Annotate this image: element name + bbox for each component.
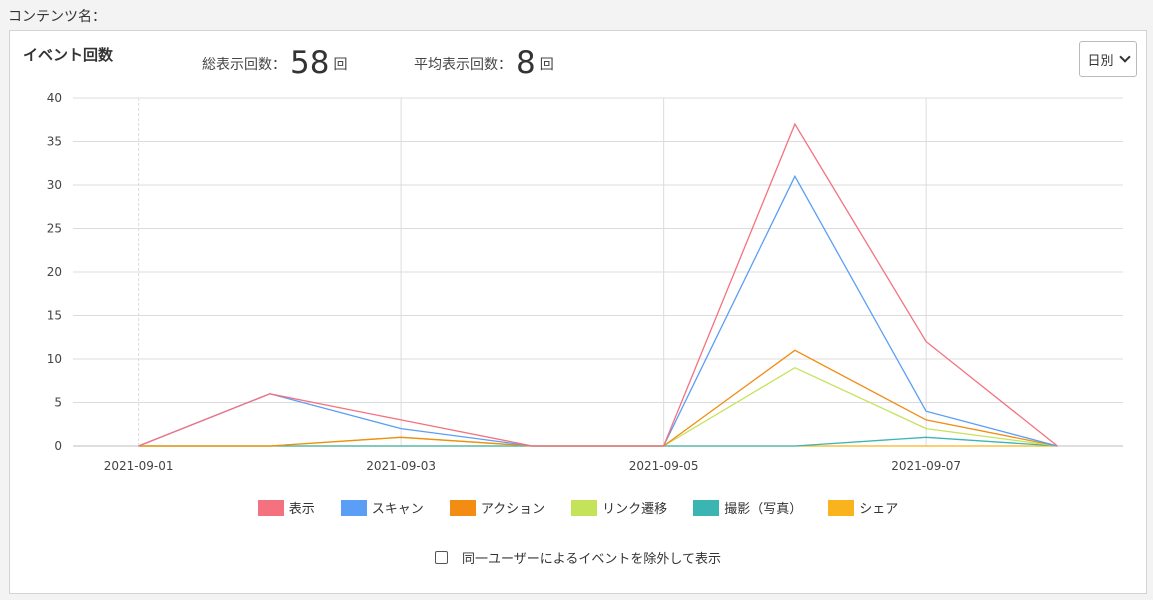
average-views-unit: 回 bbox=[539, 57, 554, 73]
series-line bbox=[138, 122, 1058, 447]
exclude-same-user-checkbox[interactable] bbox=[435, 551, 449, 564]
average-views-label: 平均表示回数： bbox=[414, 57, 512, 73]
period-select[interactable]: 日別 bbox=[1079, 41, 1137, 77]
legend-item[interactable]: シェア bbox=[828, 498, 898, 517]
y-tick-label: 5 bbox=[54, 396, 62, 410]
y-tick-label: 15 bbox=[47, 309, 62, 323]
y-tick-label: 25 bbox=[47, 222, 62, 236]
event-count-panel: イベント回数 総表示回数： 58 回 平均表示回数： 8 回 日別 0 5 10 15 20 25… bbox=[9, 30, 1147, 594]
chart-legend: 表示 スキャン アクション リンク遷移 撮影（写真） シェア bbox=[10, 498, 1146, 517]
x-tick-label: 2021-09-05 bbox=[629, 459, 699, 471]
exclude-same-user-label: 同一ユーザーによるイベントを除外して表示 bbox=[462, 552, 721, 567]
legend-swatch bbox=[693, 499, 720, 516]
legend-item[interactable]: 表示 bbox=[257, 498, 315, 517]
y-tick-label: 10 bbox=[47, 352, 62, 366]
total-views-label: 総表示回数： bbox=[202, 57, 286, 73]
y-tick-label: 20 bbox=[47, 265, 62, 279]
average-views-stat: 平均表示回数： 8 回 bbox=[414, 45, 554, 81]
total-views-stat: 総表示回数： 58 回 bbox=[202, 45, 347, 81]
total-views-value: 58 bbox=[290, 45, 330, 81]
y-tick-label: 30 bbox=[47, 178, 62, 192]
x-tick-label: 2021-09-01 bbox=[104, 459, 174, 471]
series-line bbox=[138, 366, 1058, 447]
legend-label: アクション bbox=[480, 502, 546, 517]
legend-label: リンク遷移 bbox=[602, 502, 668, 517]
y-tick-label: 40 bbox=[47, 91, 62, 105]
content-name-label: コンテンツ名： bbox=[8, 9, 106, 25]
legend-item[interactable]: リンク遷移 bbox=[571, 498, 667, 517]
x-tick-label: 2021-09-03 bbox=[366, 459, 436, 471]
legend-item[interactable]: スキャン bbox=[340, 498, 424, 517]
legend-swatch bbox=[449, 499, 476, 516]
legend-label: スキャン bbox=[371, 502, 424, 517]
x-tick-label: 2021-09-07 bbox=[891, 459, 961, 471]
exclude-same-user-option[interactable]: 同一ユーザーによるイベントを除外して表示 bbox=[10, 548, 1146, 567]
series-line bbox=[138, 349, 1058, 447]
legend-swatch bbox=[340, 499, 367, 516]
total-views-unit: 回 bbox=[333, 57, 348, 73]
legend-label: 表示 bbox=[288, 502, 315, 517]
legend-swatch bbox=[828, 499, 855, 516]
legend-swatch bbox=[571, 499, 598, 516]
panel-title: イベント回数 bbox=[23, 46, 114, 64]
period-select-value: 日別 bbox=[1087, 53, 1114, 69]
legend-label: シェア bbox=[859, 502, 899, 517]
line-chart: 0 5 10 15 20 25 30 35 40 2021-09-01 2021-09-03 2021… bbox=[47, 91, 1123, 471]
y-tick-label: 0 bbox=[54, 439, 62, 453]
y-tick-label: 35 bbox=[47, 135, 62, 149]
series-line bbox=[138, 436, 1058, 447]
legend-swatch bbox=[257, 499, 284, 516]
average-views-value: 8 bbox=[516, 45, 536, 81]
legend-item[interactable]: アクション bbox=[449, 498, 546, 517]
legend-label: 撮影（写真） bbox=[724, 502, 803, 517]
series-line bbox=[138, 174, 1058, 447]
legend-item[interactable]: 撮影（写真） bbox=[693, 498, 802, 517]
